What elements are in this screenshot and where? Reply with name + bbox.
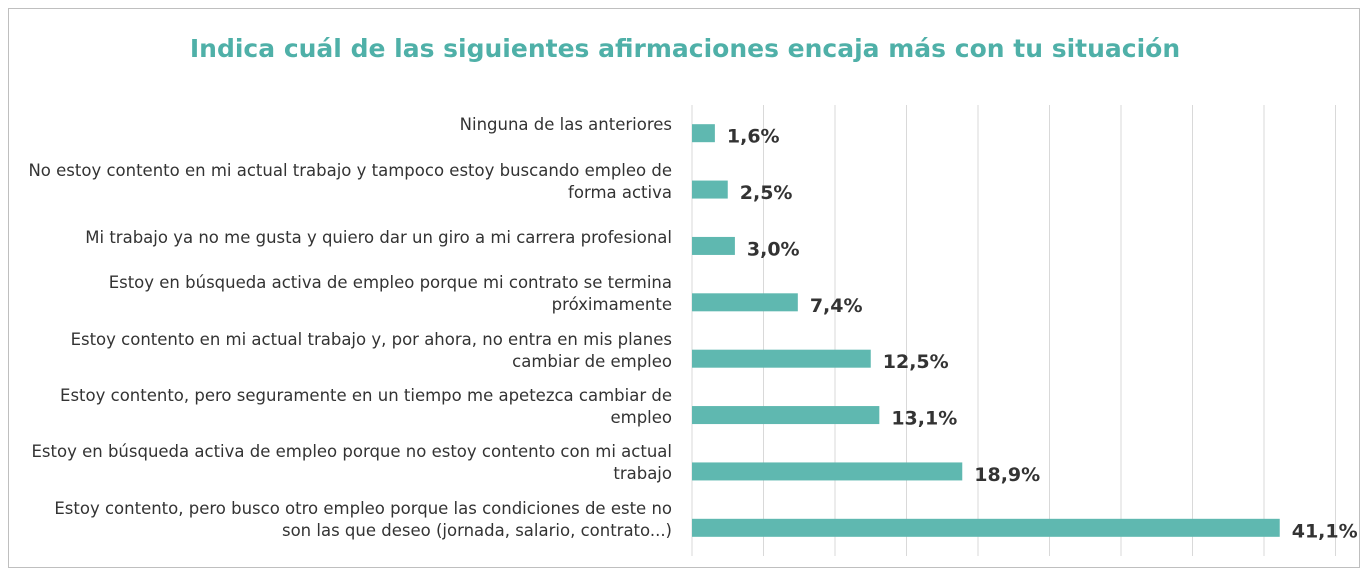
value-label: 12,5% [883, 351, 949, 373]
bar [692, 462, 963, 481]
category-label-box: Ninguna de las anteriores [20, 97, 672, 153]
bar [692, 518, 1280, 537]
value-label: 1,6% [727, 126, 780, 148]
category-label-box: No estoy contento en mi actual trabajo y… [20, 153, 672, 209]
category-label: No estoy contento en mi actual trabajo y… [28, 160, 672, 202]
category-label-box: Estoy contento, pero busco otro empleo p… [20, 492, 672, 548]
category-label-box: Estoy contento en mi actual trabajo y, p… [20, 323, 672, 379]
bar [692, 349, 871, 368]
category-label-box: Estoy en búsqueda activa de empleo porqu… [20, 435, 673, 491]
chart-frame [8, 8, 1360, 568]
bar [692, 293, 798, 312]
value-label: 41,1% [1292, 520, 1358, 542]
bar [692, 406, 880, 425]
category-label-box: Estoy en búsqueda activa de empleo porqu… [20, 266, 672, 322]
category-label: Estoy contento, pero seguramente en un t… [60, 386, 672, 428]
category-label: Estoy contento en mi actual trabajo y, p… [70, 329, 672, 371]
category-label: Estoy en búsqueda activa de empleo porqu… [31, 442, 673, 484]
category-label: Estoy en búsqueda activa de empleo porqu… [108, 273, 672, 315]
category-label-box: Estoy contento, pero seguramente en un t… [20, 379, 672, 435]
bar [692, 124, 715, 143]
category-label-box: Mi trabajo ya no me gusta y quiero dar u… [20, 210, 672, 266]
chart-title: Indica cuál de las siguientes afirmacion… [189, 34, 1181, 63]
category-label: Estoy contento, pero busco otro empleo p… [54, 498, 672, 540]
value-label: 13,1% [891, 408, 957, 430]
bar [692, 180, 728, 199]
category-label: Mi trabajo ya no me gusta y quiero dar u… [85, 227, 672, 247]
bar [692, 236, 735, 255]
value-label: 18,9% [974, 464, 1040, 486]
category-label: Ninguna de las anteriores [459, 115, 672, 135]
value-label: 7,4% [810, 295, 863, 317]
value-label: 2,5% [740, 182, 793, 204]
value-label: 3,0% [747, 238, 800, 260]
